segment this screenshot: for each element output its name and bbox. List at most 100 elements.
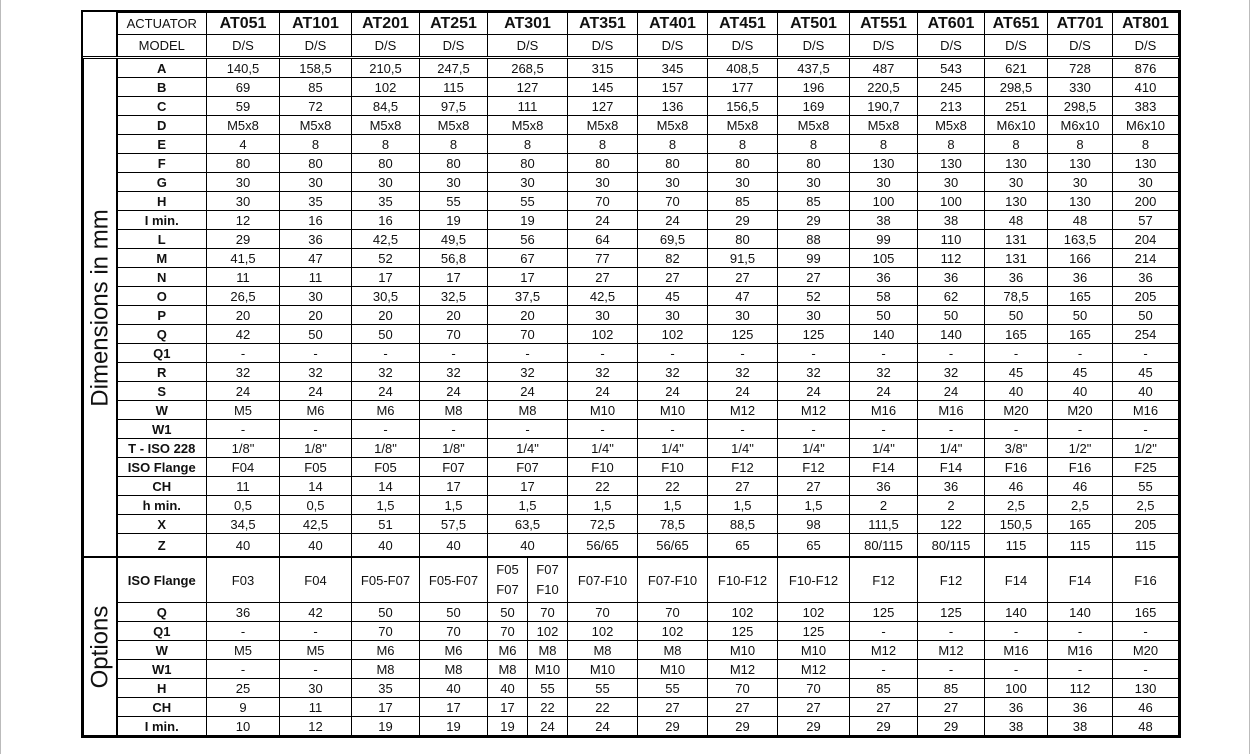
value-cell: 29 [206, 229, 280, 249]
value-cell: 30 [351, 172, 420, 192]
value-cell: 8 [637, 134, 708, 154]
value-cell: 27 [849, 697, 918, 717]
row-label: C [116, 96, 207, 116]
value-cell: 1/8" [419, 438, 488, 458]
value-cell: 70 [777, 678, 850, 698]
value-cell: 78,5 [984, 286, 1048, 306]
value-cell: 156,5 [707, 96, 778, 116]
value-cell: 80 [637, 153, 708, 173]
table-row: Z 40 40 40 40 40 56/65 56/65 65 65 80/115 80/115 115… [84, 533, 1179, 558]
value-cell: 131 [984, 229, 1048, 249]
value-cell: 8 [1112, 134, 1179, 154]
value-cell: 125 [777, 621, 850, 641]
value-cell: 102 [351, 77, 420, 97]
value-cell: 4 [206, 134, 280, 154]
value-cell: - [419, 343, 488, 363]
value-cell: 16 [351, 210, 420, 230]
value-cell: 48 [984, 210, 1048, 230]
table-row: I min. 10 12 19 19 19 24 24 29 29 29 29 29 38 38 48 [84, 716, 1179, 736]
value-cell: 102 [637, 621, 708, 641]
value-cell: - [984, 343, 1048, 363]
value-cell: M8 [419, 400, 488, 420]
value-cell: 728 [1047, 56, 1113, 78]
value-cell: - [567, 419, 638, 439]
value-cell: M12 [777, 400, 850, 420]
value-cell: M20 [1112, 640, 1179, 660]
row-label: E [116, 134, 207, 154]
value-cell: - [637, 343, 708, 363]
value-cell: 30 [637, 172, 708, 192]
value-cell: M8 [351, 659, 420, 679]
value-cell: 30 [1047, 172, 1113, 192]
value-cell: - [351, 419, 420, 439]
value-cell: 298,5 [984, 77, 1048, 97]
value-cell: M5x8 [206, 115, 280, 135]
table-row: Q1- - - - - - - - - - - - - - [84, 343, 1179, 363]
options-section-title: Options [83, 556, 118, 736]
value-cell: 1/4" [777, 438, 850, 458]
value-cell: 165 [1047, 514, 1113, 534]
value-cell: 42,5 [351, 229, 420, 249]
actuator-header: AT551 [849, 12, 918, 35]
value-cell: 140 [917, 324, 985, 344]
value-cell: 70 [487, 324, 568, 344]
value-cell: 8 [279, 134, 352, 154]
value-cell: 345 [637, 56, 708, 78]
value-cell: 24 [527, 716, 568, 736]
value-cell: 130 [984, 153, 1048, 173]
value-cell: 48 [1047, 210, 1113, 230]
value-cell: M16 [917, 400, 985, 420]
value-cell: 85 [917, 678, 985, 698]
value-cell: 115 [1112, 533, 1179, 558]
value-cell: 247,5 [419, 56, 488, 78]
value-cell: 46 [1112, 697, 1179, 717]
value-cell: 50 [1112, 305, 1179, 325]
value-cell: - [1047, 343, 1113, 363]
table-row: CH 11 14 14 17 17 22 22 27 27 36 36 46 46 55 [84, 476, 1179, 496]
value-cell: 25 [206, 678, 280, 698]
value-cell: 8 [487, 134, 568, 154]
value-cell: 32 [567, 362, 638, 382]
value-cell: 157 [637, 77, 708, 97]
model-cell: D/S [206, 34, 280, 58]
value-cell: M20 [984, 400, 1048, 420]
row-label: G [116, 172, 207, 192]
value-cell: 0,5 [279, 495, 352, 515]
value-cell: - [707, 419, 778, 439]
value-cell: 36 [984, 697, 1048, 717]
value-cell: 56/65 [637, 533, 708, 558]
value-cell: 112 [917, 248, 985, 268]
value-cell: 30 [567, 305, 638, 325]
value-cell: 115 [1047, 533, 1113, 558]
value-cell: 40 [984, 381, 1048, 401]
value-cell: M5x8 [419, 115, 488, 135]
value-cell: 20 [419, 305, 488, 325]
actuator-header: AT651 [984, 12, 1048, 35]
value-cell: 64 [567, 229, 638, 249]
value-cell: 37,5 [487, 286, 568, 306]
value-cell: 1/4" [567, 438, 638, 458]
value-cell: 12 [279, 716, 352, 736]
table-row: I min. 12 16 16 19 19 24 24 29 29 38 38 48 48 57 [84, 210, 1179, 230]
value-cell: M10 [567, 659, 638, 679]
value-cell: M6x10 [1047, 115, 1113, 135]
value-cell: 1,5 [707, 495, 778, 515]
row-label: R [116, 362, 207, 382]
value-cell: - [777, 343, 850, 363]
value-cell: - [1112, 621, 1179, 641]
actuator-dimensions-table: ACTUATOR AT051 AT101 AT201 AT251 AT301 AT351 AT… [81, 10, 1181, 738]
value-cell: - [279, 419, 352, 439]
value-cell: 102 [567, 324, 638, 344]
value-cell: F14 [849, 457, 918, 477]
value-cell: 165 [1047, 286, 1113, 306]
value-cell: 163,5 [1047, 229, 1113, 249]
value-cell: 100 [849, 191, 918, 211]
value-cell: 214 [1112, 248, 1179, 268]
value-cell: 27 [567, 267, 638, 287]
value-cell: 17 [487, 267, 568, 287]
value-cell: 36 [849, 267, 918, 287]
value-cell: 30 [487, 172, 568, 192]
value-cell: 111,5 [849, 514, 918, 534]
value-cell: 9 [206, 697, 280, 717]
table-row: S 24 24 24 24 24 24 24 24 24 24 24 40 40 40 [84, 381, 1179, 401]
